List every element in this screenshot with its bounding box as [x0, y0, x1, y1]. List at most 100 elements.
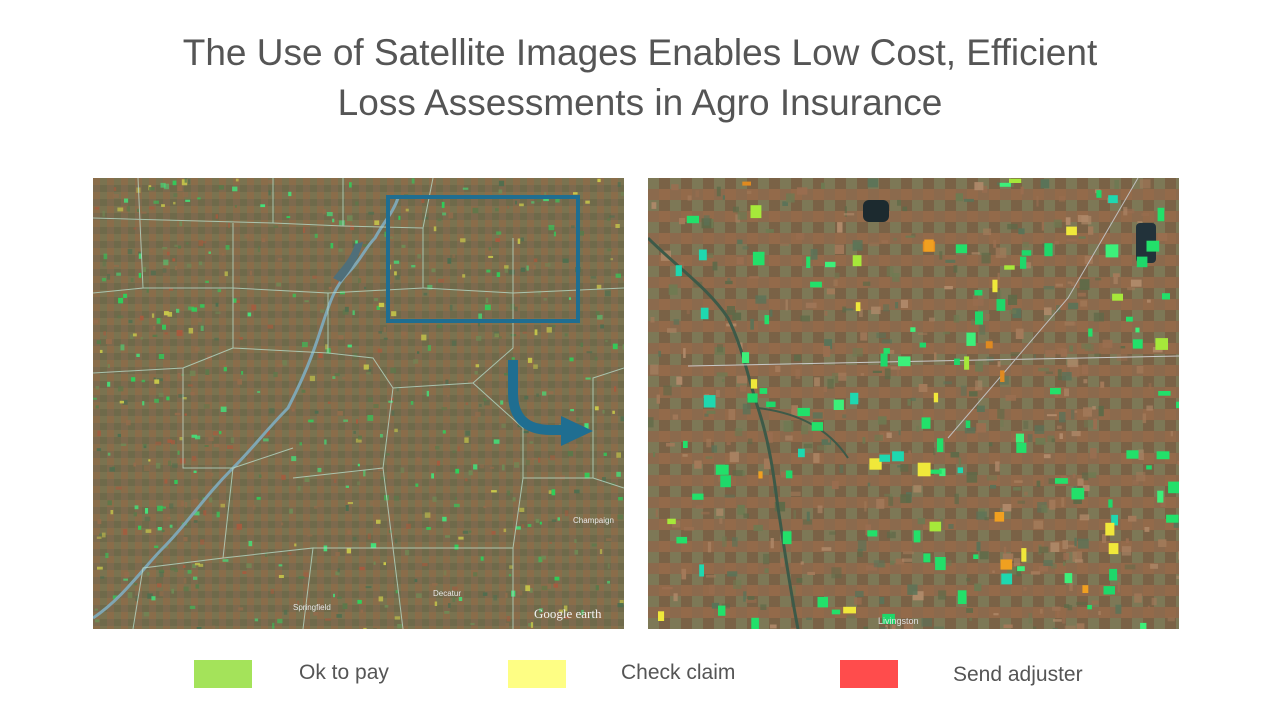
field-pixel [352, 310, 355, 316]
field-pixel [182, 191, 189, 198]
field-pixel [531, 201, 535, 204]
field-pixel [1052, 606, 1061, 611]
field-pixel [673, 319, 680, 325]
field-pixel [726, 306, 735, 315]
field-pixel [400, 467, 405, 474]
field-pixel [1036, 195, 1039, 207]
field-pixel [347, 530, 351, 535]
field-pixel [1074, 322, 1077, 326]
field-pixel [1014, 480, 1023, 483]
field-pixel [377, 348, 383, 353]
field-pixel [1146, 405, 1153, 411]
field-pixel [233, 298, 237, 303]
field-pixel [800, 315, 810, 322]
field-pixel [810, 249, 818, 260]
field-pixel [823, 345, 831, 357]
zoomed-map-canvas: Livingston [648, 178, 1179, 629]
claim-field [1000, 559, 1013, 570]
field-pixel [1073, 495, 1082, 504]
claim-field [924, 239, 934, 252]
field-pixel [135, 595, 139, 602]
field-pixel [1113, 275, 1118, 285]
field-pixel [383, 562, 386, 566]
field-pixel [268, 190, 271, 196]
field-pixel [1033, 626, 1037, 629]
field-pixel [498, 189, 503, 194]
field-pixel [210, 473, 214, 477]
field-pixel [452, 597, 456, 603]
field-pixel [543, 298, 547, 301]
road [947, 178, 1139, 439]
field-pixel [763, 553, 770, 565]
field-pixel [427, 284, 433, 290]
field-pixel [902, 206, 908, 212]
field-pixel [132, 333, 137, 337]
field-pixel [103, 331, 106, 336]
field-pixel [405, 549, 410, 556]
field-pixel [976, 541, 981, 552]
field-pixel [154, 545, 159, 548]
field-pixel [366, 372, 371, 375]
field-pixel [997, 408, 1005, 419]
field-pixel [979, 551, 989, 560]
field-pixel [791, 405, 798, 416]
field-pixel [1170, 431, 1173, 437]
field-pixel [495, 238, 500, 242]
field-pixel [1173, 518, 1179, 528]
field-pixel [505, 622, 509, 629]
field-pixel [363, 627, 367, 629]
field-pixel [475, 364, 480, 368]
field-pixel [431, 268, 436, 273]
field-pixel [584, 472, 590, 479]
claim-field [715, 464, 729, 475]
field-pixel [153, 377, 156, 380]
claim-field [1082, 585, 1089, 593]
field-pixel [1053, 619, 1062, 622]
field-pixel [282, 360, 287, 366]
field-pixel [365, 586, 372, 589]
field-pixel [1064, 321, 1075, 326]
field-pixel [1093, 312, 1104, 322]
field-pixel [1007, 223, 1018, 230]
field-pixel [200, 325, 204, 331]
field-pixel [433, 226, 437, 232]
claim-field [750, 379, 758, 389]
field-pixel [488, 255, 494, 258]
field-pixel [400, 331, 407, 336]
field-pixel [454, 497, 457, 500]
field-pixel [188, 306, 194, 311]
field-pixel [473, 464, 478, 470]
field-pixel [126, 206, 130, 212]
field-pixel [133, 462, 136, 467]
field-pixel [413, 359, 419, 364]
field-pixel [167, 439, 172, 443]
field-pixel [347, 215, 353, 222]
field-pixel [504, 267, 508, 273]
claim-field [1112, 293, 1123, 301]
field-speckle-layer [648, 178, 1179, 629]
claim-field [855, 302, 861, 312]
field-pixel [1033, 354, 1036, 359]
field-pixel [130, 334, 133, 340]
field-pixel [247, 312, 252, 317]
field-pixel [384, 605, 389, 608]
field-pixel [516, 331, 520, 335]
field-pixel [864, 501, 867, 512]
field-pixel [580, 342, 584, 347]
field-speckle-layer [93, 178, 624, 629]
field-pixel [595, 311, 600, 316]
field-pixel [1127, 287, 1135, 291]
field-pixel [892, 273, 900, 282]
slide-title: The Use of Satellite Images Enables Low … [0, 28, 1280, 128]
field-pixel [661, 586, 673, 590]
field-pixel [682, 454, 688, 457]
field-pixel [491, 490, 497, 493]
field-pixel [648, 417, 654, 428]
field-pixel [881, 339, 892, 344]
field-pixel [831, 567, 842, 579]
field-pixel [747, 596, 755, 600]
field-pixel [871, 306, 881, 315]
field-pixel [314, 233, 318, 238]
field-pixel [706, 253, 714, 258]
field-pixel [103, 253, 108, 260]
